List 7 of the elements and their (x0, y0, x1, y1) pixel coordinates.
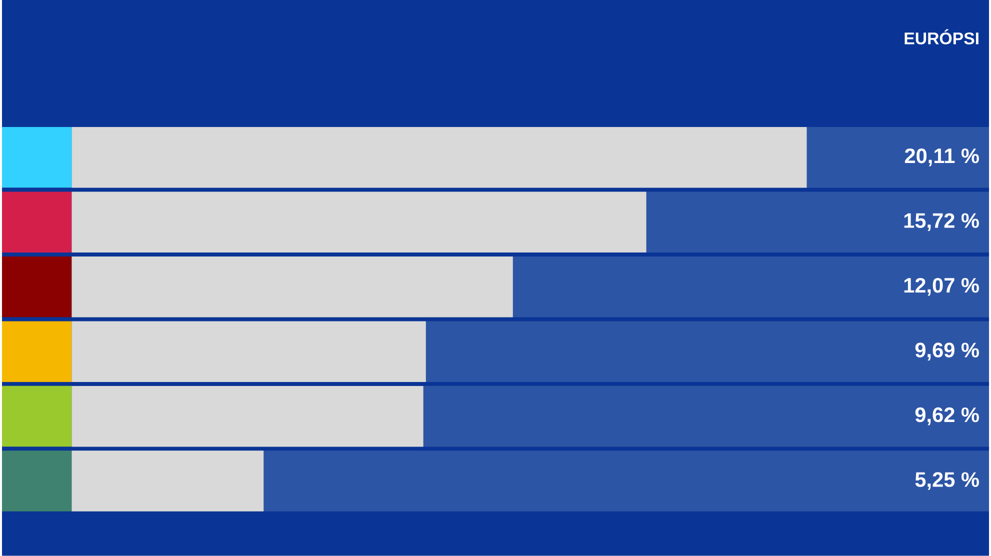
data-label: 20,11 % (904, 148, 979, 166)
text: EURÓPSI (904, 29, 978, 45)
data-label: 9,69 % (915, 342, 979, 361)
data-label: 12,07 % (904, 278, 979, 296)
data-label: 15,72 % (904, 213, 979, 232)
data-label: 9,62 % (915, 408, 979, 426)
data-label: 5,25 % (915, 472, 979, 490)
